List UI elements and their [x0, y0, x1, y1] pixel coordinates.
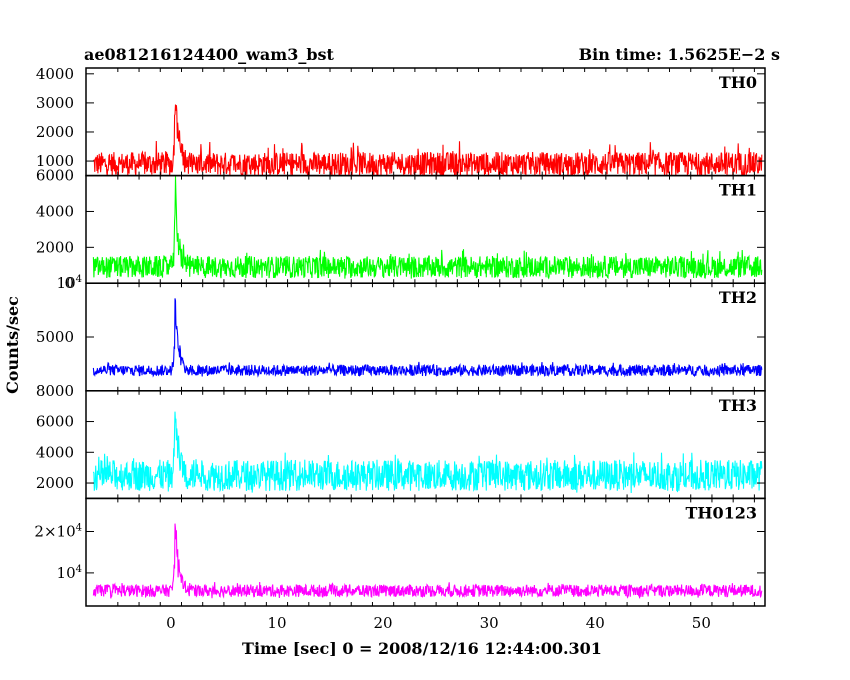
panel-th3: 2000 4000 6000 8000 TH3: [36, 382, 766, 500]
x-axis-label: Time [sec] 0 = 2008/12/16 12:44:00.301: [242, 639, 602, 658]
series-label-th0: TH0: [719, 73, 757, 92]
y-tick-label: 104: [57, 564, 82, 582]
y-tick-label: 4000: [36, 65, 74, 83]
panels-group: 1000 2000 3000 4000 TH0 0 2000 4000 6000 TH1 5000 1…: [34, 65, 766, 632]
y-tick-label: 2000: [36, 238, 74, 256]
y-tick-label: 1000: [36, 152, 74, 170]
x-tick-label: 20: [374, 614, 393, 632]
title-left: ae081216124400_wam3_bst: [84, 45, 335, 64]
panel-th2: 5000 104 TH2: [36, 274, 766, 392]
y-tick-label: 8000: [36, 382, 74, 400]
x-tick-label: 0: [166, 614, 176, 632]
y-tick-label: 3000: [36, 94, 74, 112]
x-tick-label: 50: [692, 614, 711, 632]
y-axis-label: Counts/sec: [3, 296, 22, 394]
y-tick-label: 2000: [36, 123, 74, 141]
series-label-th3: TH3: [719, 396, 757, 415]
series-label-th1: TH1: [719, 181, 757, 200]
y-tick-label: 4000: [36, 443, 74, 461]
panel-th0123: 104 2×104 TH0123: [34, 497, 766, 607]
series-line-th3: [92, 411, 763, 494]
title-right: Bin time: 1.5625E−2 s: [579, 45, 780, 64]
y-tick-label: 2000: [36, 474, 74, 492]
panel-th1: 0 2000 4000 6000 TH1: [36, 167, 766, 292]
panel-frame: [85, 497, 766, 607]
x-tick-label: 30: [480, 614, 499, 632]
x-tick-label: 10: [267, 614, 286, 632]
y-tick-label: 6000: [36, 167, 74, 185]
y-tick-label: 6000: [36, 413, 74, 431]
y-tick-label: 104: [57, 274, 82, 292]
series-line-th2: [92, 298, 763, 378]
series-label-th2: TH2: [719, 288, 757, 307]
y-tick-label: 0: [64, 274, 74, 292]
series-label-th0123: TH0123: [685, 503, 757, 522]
series-line-th0123: [92, 523, 763, 599]
x-tick-label: 40: [586, 614, 605, 632]
series-line-th1: [92, 176, 763, 280]
y-tick-label: 2×104: [34, 523, 82, 541]
series-line-th0: [92, 104, 763, 176]
y-tick-label: 5000: [36, 328, 74, 346]
y-tick-label: 4000: [36, 202, 74, 220]
panel-th0: 1000 2000 3000 4000 TH0: [36, 65, 766, 177]
